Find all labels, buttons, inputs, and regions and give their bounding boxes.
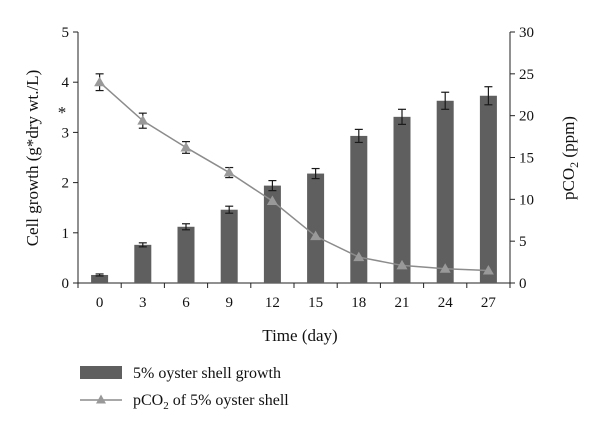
pco2-point: [439, 263, 451, 273]
legend-label-pco2: pCO2 of 5% oyster shell: [133, 392, 289, 412]
left-y-tick-label: 3: [62, 125, 70, 141]
pco2-point: [310, 230, 322, 241]
right-y-tick-label: 5: [519, 234, 527, 250]
left-y-tick-label: 1: [62, 226, 70, 242]
growth-bar: [263, 185, 281, 283]
right-y-tick-label: 10: [519, 192, 534, 208]
x-tick-label: 6: [182, 295, 190, 311]
legend-label-pco2-main: pCO: [133, 392, 163, 409]
left-y-tick-label: 5: [62, 25, 70, 41]
growth-bar: [350, 135, 368, 283]
right-y-tick-label: 0: [519, 276, 527, 292]
pco2-point: [180, 141, 192, 152]
legend-label-pco2-tail: of 5% oyster shell: [169, 392, 290, 409]
pco2-point: [223, 167, 235, 177]
right-y-axis-title-tail: (ppm): [559, 116, 578, 162]
right-y-tick-label: 25: [519, 67, 534, 83]
x-tick-label: 12: [265, 295, 280, 311]
right-y-tick-label: 30: [519, 25, 534, 41]
growth-bar: [393, 116, 411, 283]
legend-swatch-triangle-marker: [96, 394, 106, 404]
pco2-point: [353, 251, 365, 262]
pco2-point: [137, 115, 149, 125]
right-y-axis-title-main: pCO: [559, 168, 578, 200]
left-y-tick-label: 2: [62, 176, 70, 192]
asterisk-annotation: *: [58, 103, 67, 122]
legend-label-pco2-subscript: 2: [163, 400, 169, 412]
x-tick-label: 27: [481, 295, 497, 311]
growth-bar: [307, 173, 325, 283]
legend-label-growth: 5% oyster shell growth: [133, 365, 281, 382]
pco2-series-line: [99, 81, 489, 272]
pco2-point: [94, 76, 106, 87]
legend-swatch-bar: [80, 366, 122, 379]
x-tick-label: 18: [351, 295, 366, 311]
growth-bar: [91, 274, 109, 283]
growth-bar: [436, 100, 454, 283]
right-y-axis-title: pCO2 (ppm): [559, 116, 581, 200]
right-y-axis-title-subscript: 2: [567, 162, 581, 168]
x-tick-label: 0: [96, 295, 104, 311]
growth-bar: [220, 209, 238, 283]
x-tick-label: 9: [225, 295, 233, 311]
right-y-tick-label: 15: [519, 151, 534, 167]
x-tick-label: 15: [308, 295, 323, 311]
x-tick-label: 3: [139, 295, 147, 311]
left-y-tick-label: 0: [62, 276, 70, 292]
pco2-point: [266, 195, 278, 206]
x-tick-label: 24: [438, 295, 454, 311]
x-axis-title: Time (day): [262, 326, 337, 345]
left-y-axis-title: Cell growth (g*dry wt./L): [23, 70, 42, 247]
pco2-point: [396, 259, 408, 270]
left-y-tick-label: 4: [62, 75, 70, 91]
growth-bar: [177, 226, 195, 283]
growth-bar: [134, 244, 152, 283]
pco2-point: [482, 264, 494, 275]
legend: 5% oyster shell growth pCO2 of 5% oyster…: [80, 365, 289, 412]
growth-bar: [479, 95, 497, 283]
right-y-tick-label: 20: [519, 109, 534, 125]
x-tick-label: 21: [395, 295, 410, 311]
